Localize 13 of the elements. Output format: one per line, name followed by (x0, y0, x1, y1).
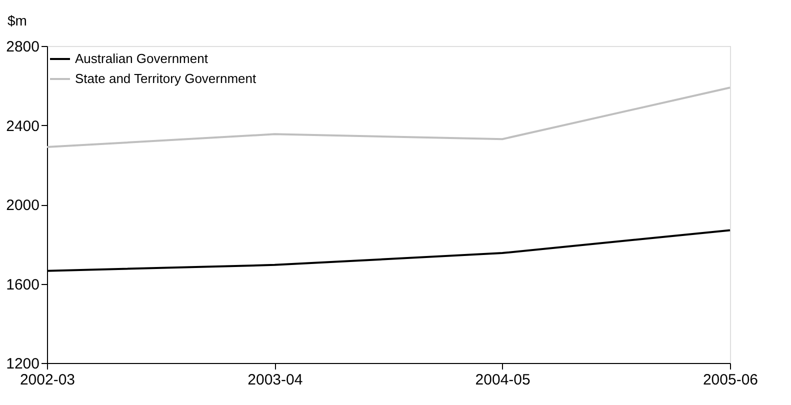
y-tick-label: 2400 (6, 118, 40, 135)
y-tick-label: 1200 (6, 356, 40, 372)
x-tick-label: 2004-05 (475, 372, 530, 388)
legend-label: Australian Government (75, 51, 208, 66)
y-axis-title: $m (8, 12, 27, 28)
x-tick-label: 2005-06 (702, 372, 758, 388)
legend-label: State and Territory Government (75, 71, 257, 86)
x-tick-label: 2003-04 (248, 372, 303, 388)
y-tick-label: 1600 (6, 276, 40, 294)
line-series (46, 86, 731, 148)
x-tick-label: 2002-03 (20, 372, 76, 388)
y-tick-label: 2800 (6, 38, 40, 56)
y-tick-label: 2000 (6, 197, 40, 214)
